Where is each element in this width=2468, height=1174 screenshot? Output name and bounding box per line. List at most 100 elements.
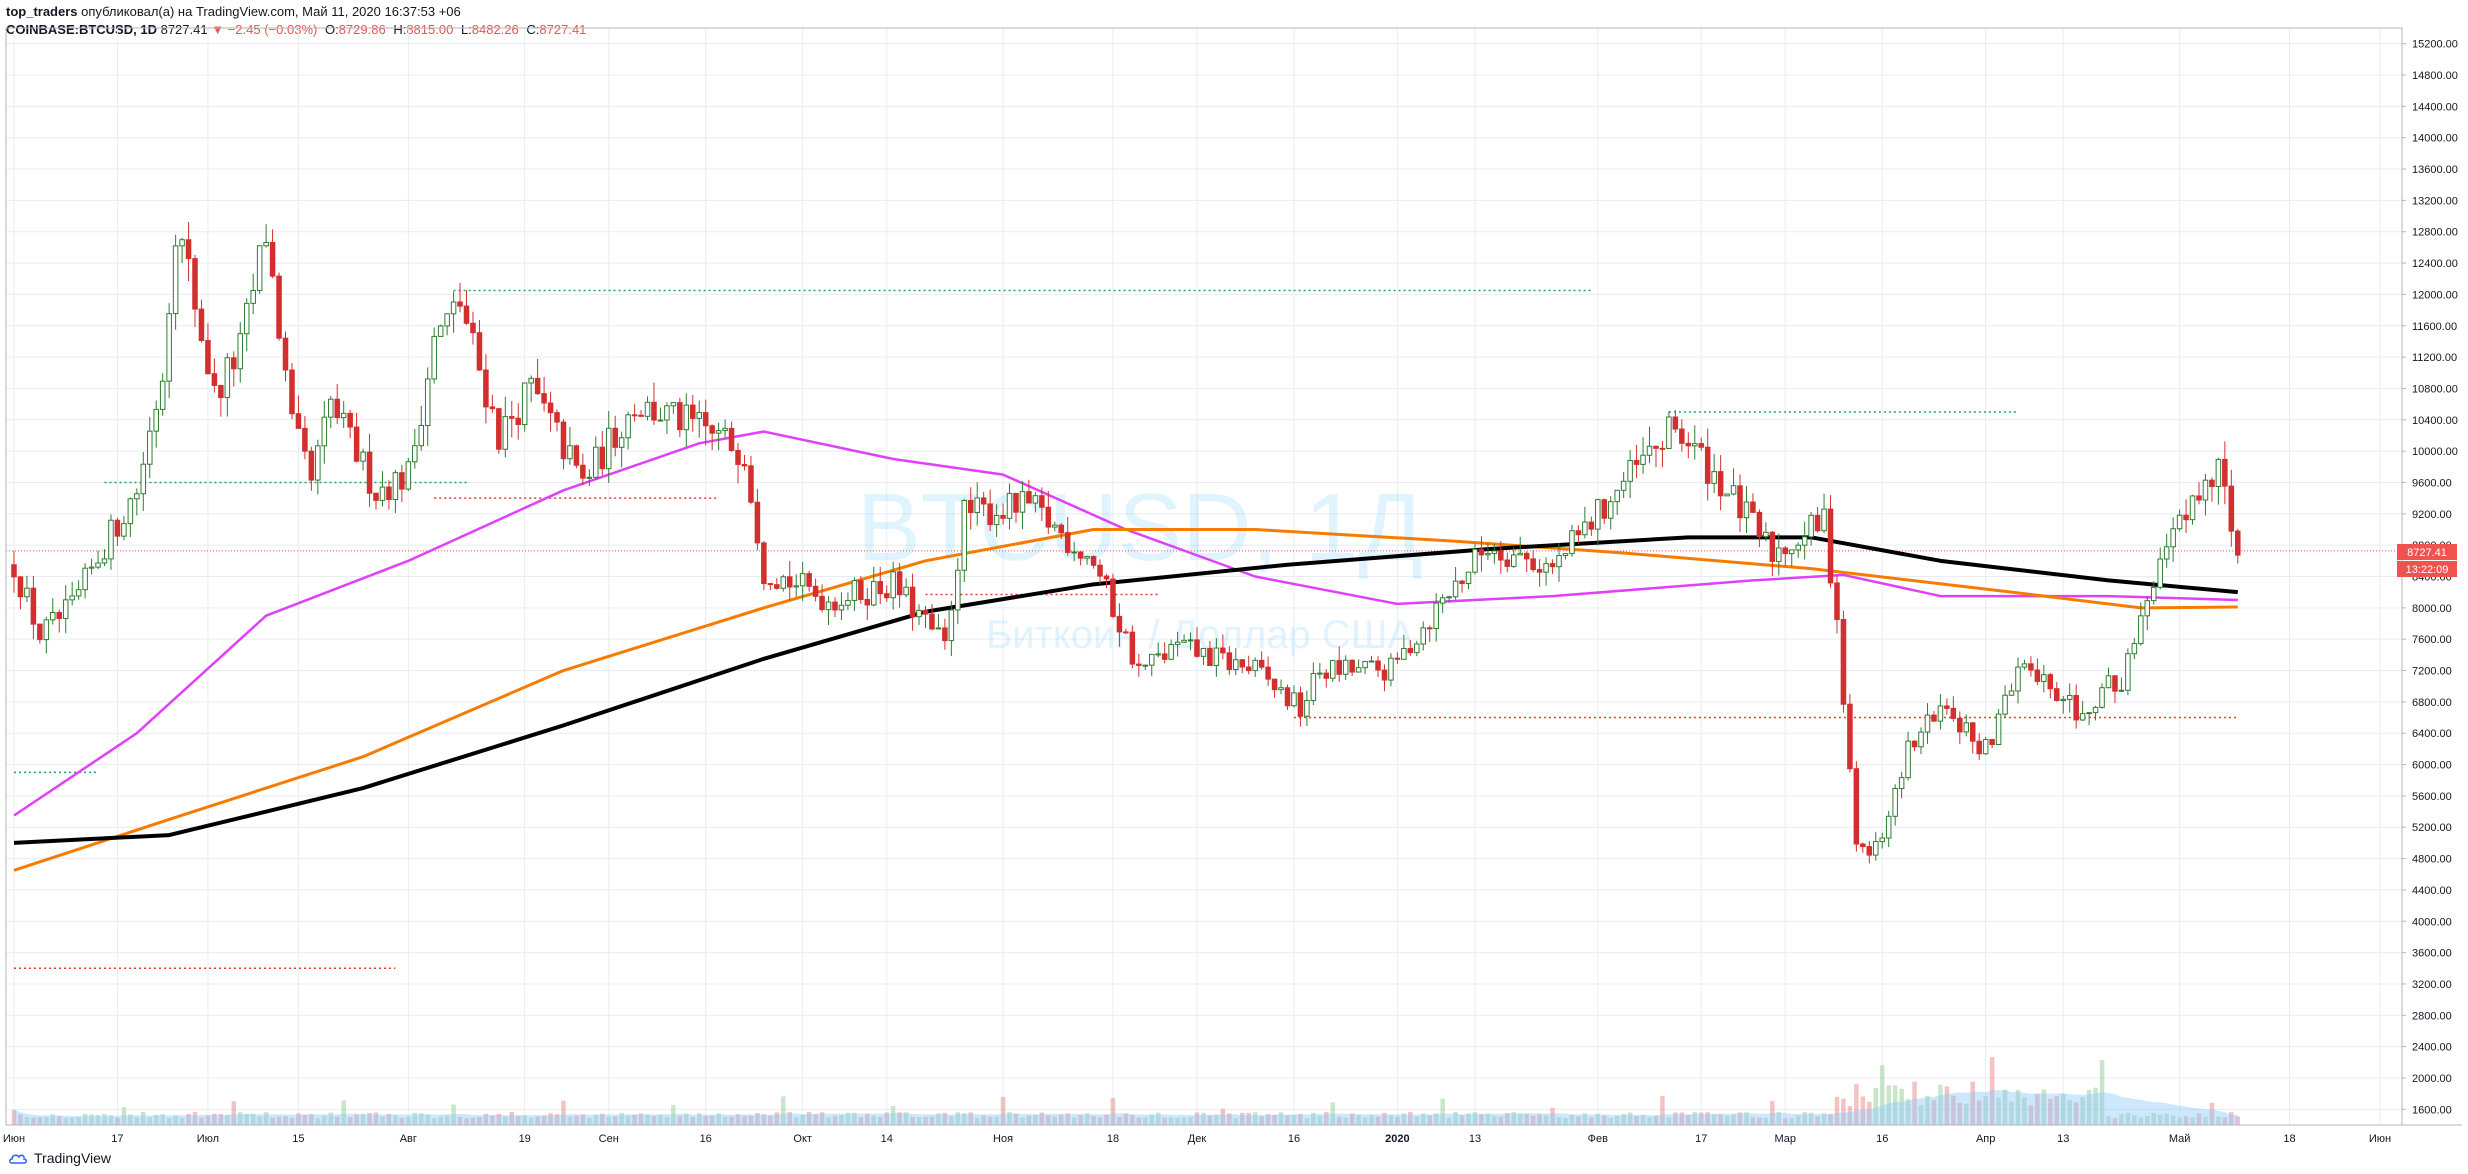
candle-body: [1582, 521, 1588, 536]
volume-bar: [2190, 1117, 2195, 1125]
volume-bar: [1317, 1115, 1323, 1125]
symbol-watermark: BTCUSD, 1Д Биткоин / Доллар США: [857, 474, 1423, 657]
volume-ma-area: [14, 1090, 2238, 1125]
volume-bar: [774, 1112, 780, 1125]
candle-body: [2235, 530, 2241, 556]
candle-body: [1730, 485, 1737, 495]
candle-body: [993, 514, 1000, 526]
volume-bar: [1601, 1115, 1607, 1125]
candle-body: [1084, 556, 1090, 559]
volume-bar: [593, 1114, 599, 1125]
candle-body: [1627, 460, 1633, 482]
volume-bar: [1724, 1115, 1730, 1125]
volume-bar: [1246, 1112, 1251, 1125]
candle-body: [1795, 544, 1801, 551]
candle-body: [437, 325, 444, 337]
price-tick-label: 11200.00: [2412, 352, 2457, 364]
volume-bar: [871, 1115, 877, 1125]
publisher-username[interactable]: top_traders: [6, 4, 78, 19]
candle-body: [1814, 514, 1821, 532]
volume-bar: [225, 1115, 230, 1125]
candle-body: [612, 427, 618, 448]
volume-bar: [1408, 1112, 1413, 1125]
volume-bar: [638, 1113, 644, 1125]
volume-bar: [1395, 1116, 1400, 1125]
volume-bar: [2054, 1096, 2060, 1125]
volume-bar: [367, 1112, 372, 1125]
volume-bar: [1265, 1114, 1271, 1125]
time-axis[interactable]: Июн 17 Июл 15 Авг 19 Сен 16 Окт 14 Ноя 18 Дек 16 2020 1…: [3, 1133, 2391, 1145]
candle-body: [1692, 443, 1698, 447]
candle-body: [1595, 499, 1601, 530]
volume-bar: [360, 1113, 366, 1125]
volume-bar: [826, 1117, 831, 1125]
time-tick-label: Фев: [1588, 1133, 1608, 1145]
volume-bar: [1537, 1114, 1542, 1125]
volume-bar: [2229, 1112, 2234, 1125]
candle-body: [1013, 492, 1019, 513]
volume-bar: [1058, 1114, 1064, 1125]
candle-body: [392, 472, 399, 501]
volume-bar: [2132, 1115, 2137, 1125]
volume-bar: [2015, 1089, 2021, 1125]
candle-body: [1944, 705, 1950, 709]
volume-bar: [1640, 1115, 1646, 1125]
volume-bar: [2009, 1101, 2014, 1125]
volume-bar: [1433, 1113, 1439, 1125]
volume-bar: [347, 1117, 353, 1125]
volume-bar: [108, 1115, 114, 1125]
volume-bar: [2060, 1094, 2066, 1125]
candle-body: [2131, 643, 2138, 655]
volume-bar: [625, 1115, 631, 1125]
candle-body: [1039, 495, 1045, 508]
candle-body: [1116, 615, 1123, 633]
volume-bar: [128, 1114, 133, 1125]
candle-body: [1911, 740, 1918, 748]
price-axis[interactable]: 1600.00 2000.00 2400.00 2800.00 3200.00 3600.…: [2402, 39, 2458, 1117]
candle-body: [1646, 445, 1653, 456]
candle-body: [948, 609, 955, 642]
volume-pane: [11, 1057, 2241, 1125]
volume-bar: [302, 1114, 308, 1125]
volume-bar: [406, 1116, 411, 1125]
volume-bar: [813, 1114, 818, 1125]
price-tick-label: 13200.00: [2412, 195, 2458, 207]
price-tick-label: 4800.00: [2412, 854, 2452, 866]
volume-bar: [1369, 1115, 1374, 1125]
volume-bar: [1821, 1113, 1827, 1125]
volume-bar: [341, 1100, 346, 1125]
volume-bar: [1530, 1115, 1536, 1125]
volume-bar: [2067, 1100, 2072, 1125]
candle-body: [780, 576, 787, 589]
volume-bar: [1660, 1096, 1665, 1125]
candle-body: [334, 398, 340, 419]
volume-bar: [994, 1116, 999, 1125]
candle-body: [1336, 660, 1342, 675]
candle-body: [2092, 706, 2099, 714]
candle-body: [1252, 659, 1258, 672]
candle-body: [1607, 501, 1614, 519]
candle-body: [1220, 647, 1226, 654]
candle-body: [980, 497, 987, 505]
volume-bar: [102, 1114, 107, 1125]
volume-bar: [781, 1096, 786, 1125]
candle-body: [1310, 673, 1317, 701]
tradingview-logo[interactable]: TradingView: [8, 1148, 111, 1168]
candle-body: [871, 581, 877, 606]
volume-bar: [134, 1117, 140, 1125]
volume-bar: [852, 1112, 857, 1125]
volume-bar: [89, 1114, 94, 1125]
moving-average-line: [13, 430, 2238, 817]
volume-bar: [1795, 1115, 1801, 1125]
candle-body: [1355, 667, 1362, 673]
candle-body: [1181, 639, 1187, 643]
volume-bar: [1091, 1116, 1096, 1125]
volume-bar: [1763, 1117, 1769, 1125]
volume-bar: [515, 1115, 521, 1125]
volume-bar: [1543, 1115, 1549, 1125]
candle-body: [1233, 659, 1239, 671]
candle-body: [1200, 647, 1207, 657]
candle-body: [509, 416, 515, 419]
candle-body: [489, 406, 496, 410]
